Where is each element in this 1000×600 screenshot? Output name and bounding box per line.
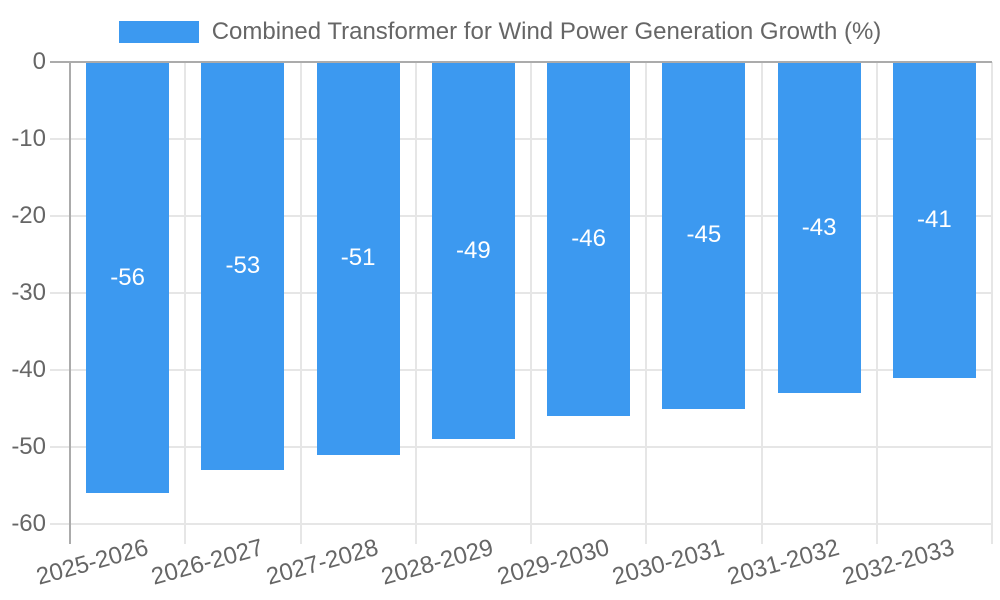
x-axis-tick: [299, 524, 302, 544]
bar-value-label: -49: [456, 236, 491, 264]
x-axis-tick: [875, 524, 878, 544]
x-axis-tick: [991, 524, 993, 544]
x-gridline: [645, 62, 648, 524]
bar[interactable]: [431, 62, 515, 440]
bar-value-label: -45: [686, 221, 722, 249]
y-axis-tick: [50, 446, 70, 448]
x-axis-tick: [760, 524, 763, 544]
bar-value-label: -51: [340, 244, 376, 272]
x-gridline: [530, 62, 532, 524]
x-axis-tick: [645, 524, 648, 544]
y-tick-label: 0: [32, 48, 46, 75]
x-axis-zero-line: [50, 61, 992, 63]
x-axis-tick: [414, 524, 417, 544]
bar-value-label: -53: [225, 252, 261, 280]
y-tick-label: -10: [11, 125, 46, 152]
x-gridline: [991, 62, 993, 524]
bar[interactable]: [662, 62, 746, 409]
y-axis-tick: [50, 138, 70, 140]
y-tick-label: -60: [11, 510, 46, 537]
x-axis-tick: [530, 524, 532, 544]
x-gridline: [875, 62, 878, 524]
x-gridline: [184, 62, 187, 524]
x-gridline: [414, 62, 417, 524]
bar[interactable]: [86, 62, 170, 494]
bar-value-label: -46: [571, 225, 606, 253]
bar-value-label: -56: [110, 263, 145, 291]
y-tick-label: -40: [11, 356, 46, 383]
y-axis-tick: [50, 369, 70, 371]
x-axis-tick: [184, 524, 187, 544]
y-tick-label: -20: [11, 202, 46, 229]
y-axis-line: [69, 62, 71, 544]
bar[interactable]: [316, 62, 400, 455]
legend-swatch-icon: [118, 21, 199, 43]
y-axis-tick: [50, 523, 70, 525]
bar[interactable]: [892, 62, 976, 378]
y-axis-tick: [50, 215, 70, 217]
y-axis-tick: [50, 292, 70, 294]
y-tick-label: -30: [11, 279, 46, 306]
x-gridline: [760, 62, 763, 524]
bar[interactable]: [777, 62, 861, 394]
bar-value-label: -43: [801, 213, 837, 241]
bar-value-label: -41: [917, 205, 952, 233]
x-gridline: [299, 62, 302, 524]
legend-label: Combined Transformer for Wind Power Gene…: [211, 18, 882, 45]
legend-item[interactable]: Combined Transformer for Wind Power Gene…: [0, 18, 1000, 46]
bar[interactable]: [201, 62, 285, 471]
y-tick-label: -50: [11, 433, 46, 460]
bar[interactable]: [547, 62, 631, 417]
